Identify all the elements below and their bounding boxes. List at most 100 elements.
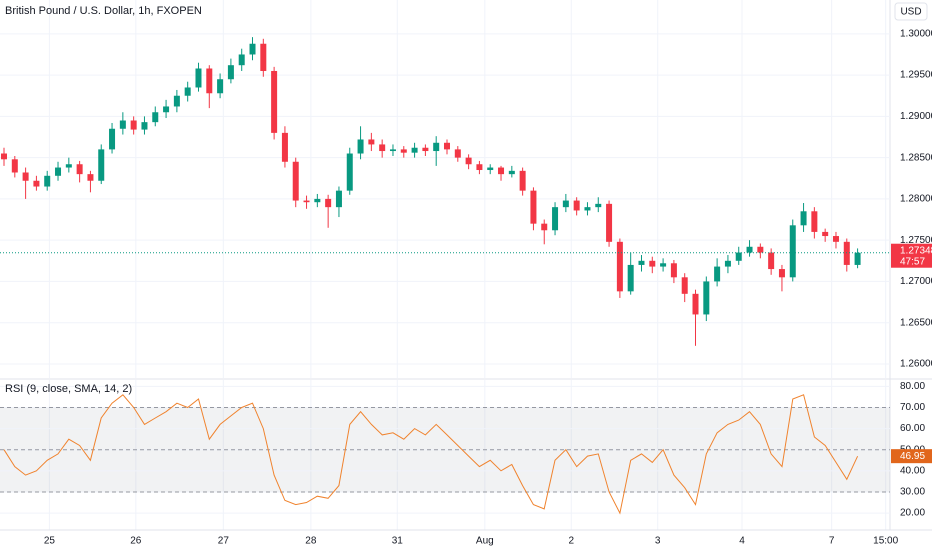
candle-body (660, 263, 667, 267)
y-tick-label: 1.29500 (900, 70, 932, 81)
chart-title: British Pound / U.S. Dollar, 1h, FXOPEN (5, 5, 202, 17)
candle-body (217, 79, 224, 94)
candle-body (44, 175, 51, 187)
candle-body (195, 68, 202, 88)
y-tick-label: 1.26000 (900, 359, 932, 370)
candle-body (530, 190, 537, 224)
candle-body (638, 260, 645, 265)
candle-body (595, 203, 602, 208)
candle-body (33, 180, 40, 187)
x-tick-label: 15:00 (873, 536, 898, 547)
candle-body (281, 132, 288, 162)
candle-body (822, 231, 829, 237)
rsi-tick-label: 40.00 (900, 465, 925, 476)
rsi-tick-label: 70.00 (900, 402, 925, 413)
candle-body (152, 112, 159, 123)
candle-body (98, 149, 105, 181)
currency-button[interactable] (894, 2, 928, 21)
candle-body (184, 87, 191, 96)
candle-body (498, 167, 505, 175)
rsi-tick-label: 80.00 (900, 381, 925, 392)
candle-body (422, 147, 429, 152)
candle-body (724, 260, 731, 267)
candle-body (454, 149, 461, 158)
candle-body (854, 252, 861, 265)
candle-body (368, 139, 375, 145)
candle-body (400, 149, 407, 153)
x-tick-label: 25 (44, 536, 56, 547)
candle-body (109, 128, 116, 150)
candle-body (0, 153, 7, 160)
rsi-tick-label: 30.00 (900, 487, 925, 498)
candle-body (519, 170, 526, 191)
rsi-tick-label: 60.00 (900, 423, 925, 434)
candle-body (411, 147, 418, 153)
candle-body (832, 236, 839, 242)
candle-body (65, 164, 72, 168)
candle-body (757, 246, 764, 253)
rsi-label: RSI (9, close, SMA, 14, 2) (5, 383, 132, 395)
candle-body (130, 120, 137, 130)
candle-body (670, 263, 677, 278)
candle-body (541, 223, 548, 231)
candle-body (389, 149, 396, 152)
candle-body (55, 167, 62, 176)
candle-body (768, 252, 775, 270)
candle-body (681, 277, 688, 294)
candle-body (173, 95, 180, 107)
x-tick-label: 31 (392, 536, 404, 547)
candle-body (141, 122, 148, 130)
candle-body (800, 211, 807, 226)
x-tick-label: 7 (829, 536, 835, 547)
x-tick-label: 4 (739, 536, 745, 547)
candle-body (465, 157, 472, 165)
x-tick-label: Aug (476, 536, 494, 547)
candle-body (627, 264, 634, 292)
candle-body (746, 246, 753, 253)
candle-body (119, 120, 126, 129)
candle-body (292, 161, 299, 201)
candle-body (87, 174, 94, 181)
candle-body (238, 54, 245, 66)
last-price-tag (891, 243, 932, 268)
y-tick-label: 1.28000 (900, 194, 932, 205)
candle-body (443, 142, 450, 150)
x-tick-label: 28 (305, 536, 317, 547)
x-tick-label: 3 (655, 536, 661, 547)
candle-body (433, 142, 440, 152)
candle-body (778, 269, 785, 278)
x-tick-label: 26 (130, 536, 142, 547)
candle-body (735, 252, 742, 261)
candle-body (573, 200, 580, 211)
y-tick-label: 1.27000 (900, 276, 932, 287)
candle-body (552, 207, 559, 231)
y-tick-label: 1.27500 (900, 235, 932, 246)
candle-body (249, 43, 256, 55)
rsi-tick-label: 20.00 (900, 508, 925, 519)
last-price-label: 1.27348 (900, 245, 932, 256)
candle-body (227, 65, 234, 80)
candle-body (346, 153, 353, 191)
rsi-value-tag (891, 449, 932, 464)
candle-body (692, 293, 699, 315)
candle-body (508, 170, 515, 175)
candle-body (335, 190, 342, 208)
candle-body (703, 281, 710, 315)
candle-body (811, 211, 818, 232)
candle-body (260, 43, 267, 71)
candle-body (22, 172, 29, 181)
y-tick-label: 1.28500 (900, 152, 932, 163)
candle-body (843, 241, 850, 265)
candle-body (76, 164, 83, 175)
y-tick-label: 1.30000 (900, 28, 932, 39)
rsi-value-label: 46.95 (900, 451, 925, 462)
candle-body (303, 200, 310, 203)
candle-body (314, 198, 321, 203)
candle-body (649, 260, 656, 267)
x-tick-label: 2 (568, 536, 574, 547)
candle-body (357, 139, 364, 154)
currency-label[interactable]: USD (900, 7, 921, 18)
